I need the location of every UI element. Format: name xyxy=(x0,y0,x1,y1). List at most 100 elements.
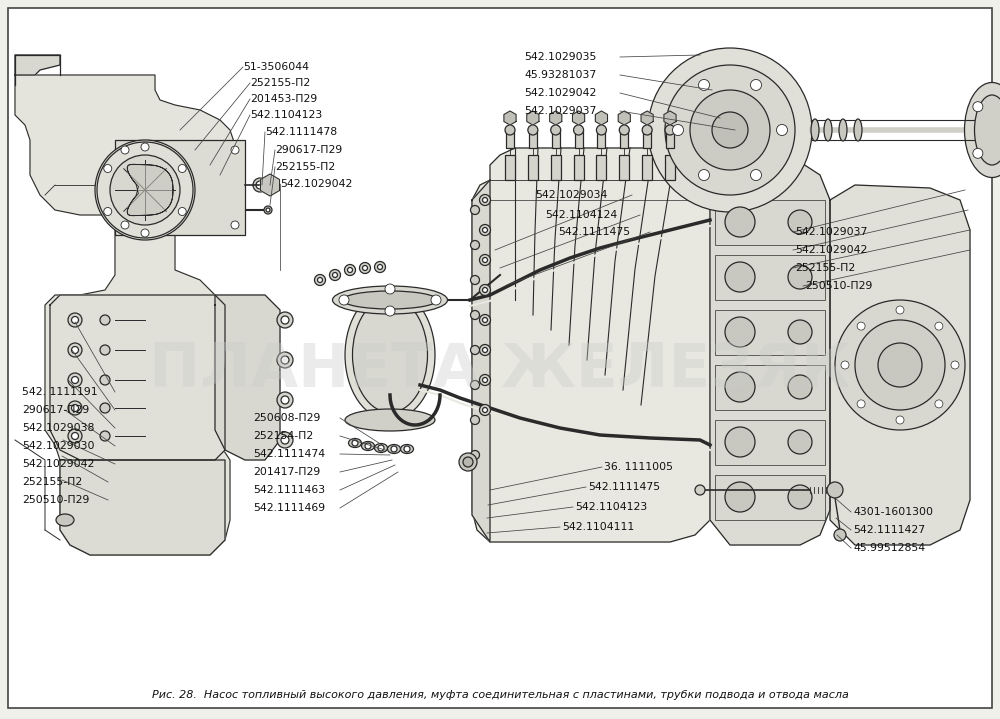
Polygon shape xyxy=(15,75,240,555)
Ellipse shape xyxy=(388,444,400,454)
Circle shape xyxy=(330,270,340,280)
Circle shape xyxy=(68,429,82,443)
Circle shape xyxy=(574,125,584,135)
Circle shape xyxy=(835,300,965,430)
Text: 542.1029037: 542.1029037 xyxy=(524,106,596,116)
Ellipse shape xyxy=(349,439,362,447)
Text: ПЛАНЕТА ЖЕЛЕЗЯК: ПЛАНЕТА ЖЕЛЕЗЯК xyxy=(149,341,851,400)
Circle shape xyxy=(788,265,812,289)
Circle shape xyxy=(788,375,812,399)
Circle shape xyxy=(482,347,488,352)
Ellipse shape xyxy=(374,444,388,452)
Circle shape xyxy=(277,392,293,408)
Circle shape xyxy=(281,436,289,444)
Polygon shape xyxy=(50,295,225,460)
Circle shape xyxy=(141,229,149,237)
Circle shape xyxy=(596,125,606,135)
Ellipse shape xyxy=(811,119,819,141)
Text: 250608-П29: 250608-П29 xyxy=(253,413,320,423)
Circle shape xyxy=(264,206,272,214)
Circle shape xyxy=(725,262,755,292)
Circle shape xyxy=(365,443,371,449)
Polygon shape xyxy=(504,111,516,125)
Circle shape xyxy=(68,343,82,357)
Circle shape xyxy=(253,178,267,192)
Circle shape xyxy=(482,318,488,323)
Polygon shape xyxy=(127,165,173,216)
Ellipse shape xyxy=(342,291,438,309)
Circle shape xyxy=(482,227,488,232)
Ellipse shape xyxy=(362,441,374,451)
Circle shape xyxy=(528,125,538,135)
Text: 542.1104123: 542.1104123 xyxy=(250,110,322,120)
Text: 542.1111475: 542.1111475 xyxy=(558,227,630,237)
Bar xyxy=(666,130,674,148)
Text: 542.1111474: 542.1111474 xyxy=(253,449,325,459)
Circle shape xyxy=(100,315,110,325)
Bar xyxy=(643,130,651,148)
Circle shape xyxy=(482,408,488,413)
Circle shape xyxy=(277,352,293,368)
Circle shape xyxy=(281,356,289,364)
Text: 250510-П29: 250510-П29 xyxy=(805,281,872,291)
Ellipse shape xyxy=(345,290,435,420)
Text: 250510-П29: 250510-П29 xyxy=(22,495,89,505)
Circle shape xyxy=(471,416,480,424)
Circle shape xyxy=(480,224,490,236)
Circle shape xyxy=(318,278,322,283)
Circle shape xyxy=(100,431,110,441)
Polygon shape xyxy=(15,55,60,75)
Ellipse shape xyxy=(56,514,74,526)
Circle shape xyxy=(695,485,705,495)
Circle shape xyxy=(672,124,684,135)
Circle shape xyxy=(332,273,338,278)
Text: 201453-П29: 201453-П29 xyxy=(250,94,317,104)
Ellipse shape xyxy=(974,95,1000,165)
Ellipse shape xyxy=(824,119,832,141)
Circle shape xyxy=(104,208,112,216)
Polygon shape xyxy=(260,174,280,196)
Text: 542.1029030: 542.1029030 xyxy=(22,441,94,451)
Circle shape xyxy=(725,427,755,457)
Circle shape xyxy=(431,295,441,305)
Text: 542.1029038: 542.1029038 xyxy=(22,423,94,433)
Circle shape xyxy=(385,306,395,316)
Circle shape xyxy=(141,143,149,151)
Bar xyxy=(715,365,825,410)
Circle shape xyxy=(339,295,349,305)
Circle shape xyxy=(68,401,82,415)
Circle shape xyxy=(480,314,490,326)
Circle shape xyxy=(100,345,110,355)
Text: 542.1111478: 542.1111478 xyxy=(265,127,337,137)
Circle shape xyxy=(951,361,959,369)
Circle shape xyxy=(698,170,710,180)
Ellipse shape xyxy=(839,119,847,141)
Text: 252155-П2: 252155-П2 xyxy=(22,477,82,487)
Circle shape xyxy=(281,316,289,324)
Circle shape xyxy=(378,445,384,451)
Bar xyxy=(715,420,825,465)
Polygon shape xyxy=(641,111,653,125)
Circle shape xyxy=(642,125,652,135)
Polygon shape xyxy=(664,111,676,125)
Text: 542.1029034: 542.1029034 xyxy=(535,190,607,200)
Text: 51-3506044: 51-3506044 xyxy=(243,62,309,72)
Circle shape xyxy=(788,430,812,454)
Bar xyxy=(597,130,605,148)
Circle shape xyxy=(788,210,812,234)
Text: 542.1104123: 542.1104123 xyxy=(575,502,647,512)
Circle shape xyxy=(266,208,270,212)
Circle shape xyxy=(482,377,488,383)
Text: 542. 1111191: 542. 1111191 xyxy=(22,387,98,397)
Circle shape xyxy=(480,255,490,265)
Circle shape xyxy=(72,377,78,383)
Circle shape xyxy=(360,262,370,273)
Text: 252155-П2: 252155-П2 xyxy=(275,162,335,172)
Polygon shape xyxy=(618,111,630,125)
Circle shape xyxy=(648,48,812,212)
Bar xyxy=(529,130,537,148)
Circle shape xyxy=(725,482,755,512)
Circle shape xyxy=(690,90,770,170)
Bar xyxy=(715,310,825,355)
Circle shape xyxy=(482,288,488,293)
